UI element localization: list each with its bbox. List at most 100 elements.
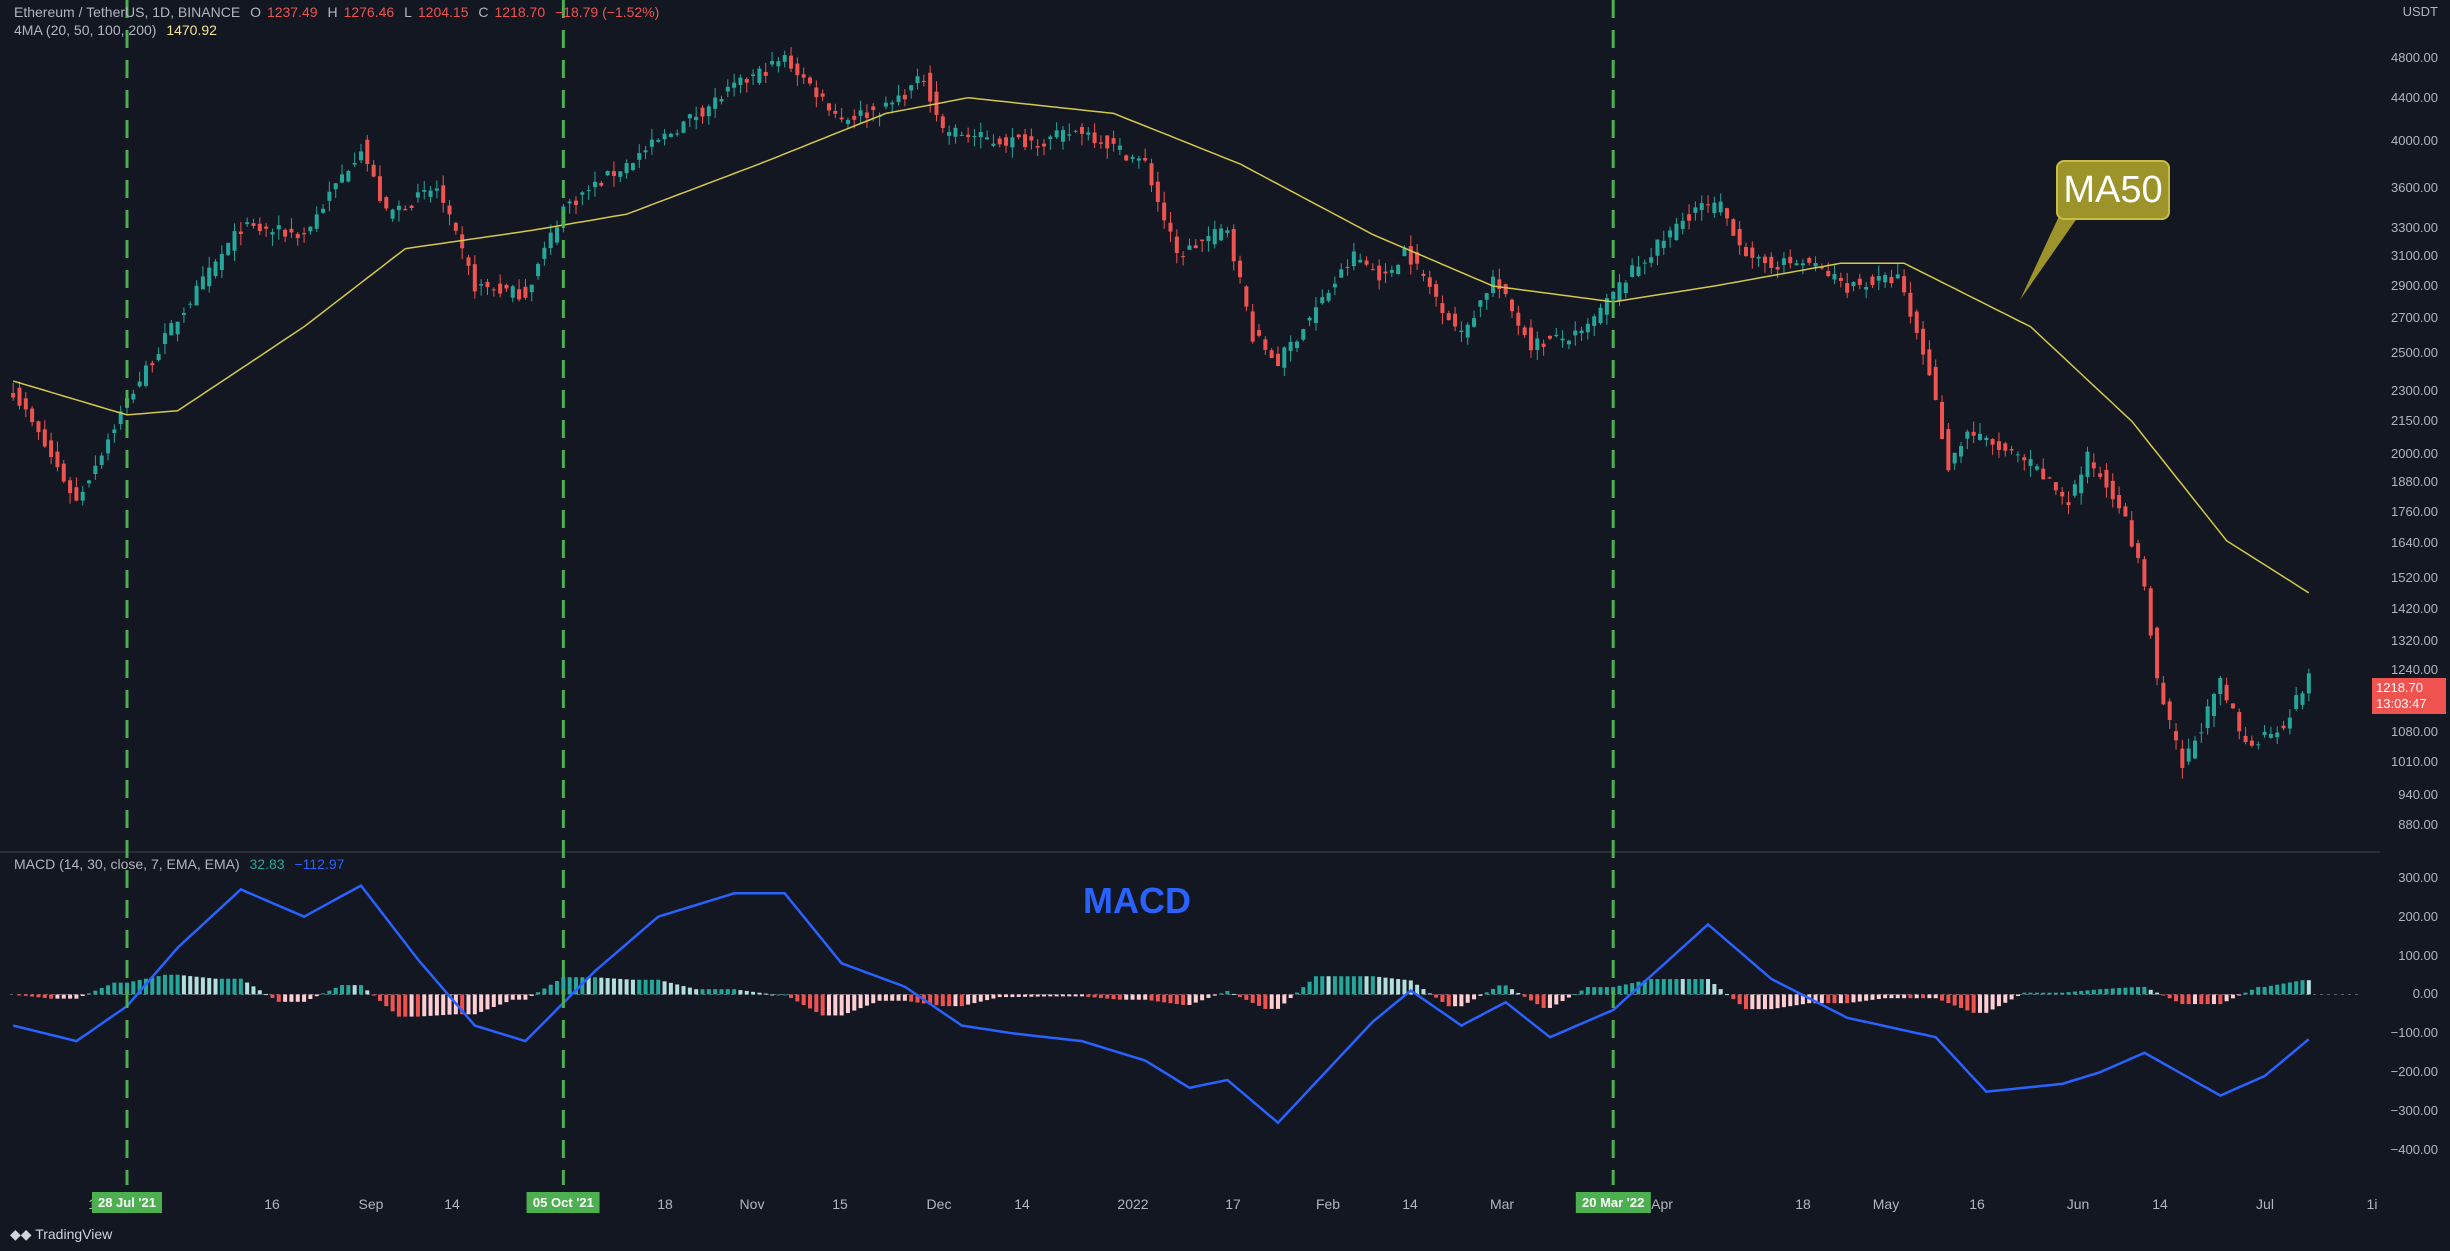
candle-body [1275, 353, 1280, 366]
candle-body [1927, 349, 1932, 376]
macd-histogram-bar [276, 994, 281, 1002]
macd-histogram-bar [68, 994, 73, 999]
tradingview-logo[interactable]: ◆◆ TradingView [10, 1226, 112, 1243]
macd-histogram-bar [143, 978, 148, 995]
macd-histogram-bar [757, 992, 762, 995]
candle-body [1826, 270, 1831, 276]
macd-histogram-bar [1895, 994, 1900, 999]
candle-body [510, 286, 515, 298]
macd-histogram-bar [49, 994, 54, 999]
candle-body [504, 284, 509, 289]
candle-body [422, 190, 427, 192]
macd-histogram-bar [618, 978, 623, 995]
candle-body [1010, 137, 1015, 148]
candle-body [2003, 443, 2008, 451]
macd-histogram-bar [1206, 994, 1211, 998]
candle-body [308, 226, 313, 232]
macd-histogram-bar [586, 977, 591, 995]
candle-body [2110, 480, 2115, 500]
candle-body [30, 408, 35, 423]
macd-histogram-bar [2300, 980, 2305, 995]
candle-body [921, 80, 926, 82]
candle-body [1244, 286, 1249, 307]
ma50-callout: MA50 [2056, 160, 2170, 220]
candle-body [1794, 263, 1799, 266]
macd-legend[interactable]: MACD (14, 30, close, 7, EMA, EMA) 32.83 … [14, 856, 350, 872]
open-value: 1237.49 [266, 4, 318, 20]
time-highlight-badge: 20 Mar '22 [1575, 1192, 1651, 1213]
macd-histogram-bar [2186, 994, 2191, 1005]
price-tick-label: 2300.00 [2391, 382, 2438, 398]
candle-body [1775, 266, 1780, 270]
candle-body [2224, 684, 2229, 701]
candle-body [2060, 492, 2065, 497]
candle-body [833, 110, 838, 114]
candle-body [403, 208, 408, 211]
candle-body [826, 103, 831, 111]
macd-value-1: 32.83 [249, 856, 285, 872]
macd-histogram-bar [302, 994, 307, 1002]
candle-body [1187, 245, 1192, 250]
candle-body [966, 134, 971, 137]
candle-body [1807, 258, 1812, 263]
candle-body [1231, 229, 1236, 262]
candle-body [1472, 318, 1477, 327]
macd-histogram-bar [896, 994, 901, 1001]
macd-histogram-bar [1459, 994, 1464, 1007]
candle-body [257, 223, 262, 232]
time-tick-label: 18 [657, 1196, 673, 1212]
time-tick-label: Dec [926, 1196, 952, 1212]
time-tick-label: 14 [1014, 1196, 1030, 1212]
time-tick-label: Feb [1315, 1196, 1341, 1212]
macd-histogram-bar [1174, 994, 1179, 1005]
macd-histogram-bar [1940, 994, 1945, 1001]
candle-body [1307, 317, 1312, 321]
macd-histogram-bar [1042, 994, 1047, 997]
candle-body [87, 480, 92, 484]
price-tick-label: 4000.00 [2391, 132, 2438, 148]
candle-body [1225, 230, 1230, 233]
candle-body [169, 323, 174, 336]
candle-body [1933, 366, 1938, 401]
macd-histogram-bar [833, 994, 838, 1016]
macd-histogram-bar [561, 977, 566, 995]
macd-histogram-bar [953, 994, 958, 1007]
macd-histogram-bar [371, 994, 376, 996]
candle-body [1680, 220, 1685, 229]
candle-body [49, 440, 54, 457]
candle-body [1800, 263, 1805, 266]
macd-histogram-bar [599, 977, 604, 995]
candle-body [472, 264, 477, 292]
candle-body [1364, 260, 1369, 265]
candle-body [1857, 278, 1862, 285]
macd-histogram-bar [131, 981, 136, 995]
candle-body [1206, 235, 1211, 242]
candle-body [55, 451, 60, 468]
candle-body [390, 209, 395, 219]
candle-body [2243, 735, 2248, 743]
macd-annotation: MACD [1083, 880, 1191, 921]
candle-body [1687, 214, 1692, 221]
time-highlight-badge: 05 Oct '21 [526, 1192, 600, 1213]
candle-body [548, 232, 553, 248]
ma50-callout-pointer [2020, 214, 2080, 300]
macd-histogram-bar [567, 977, 572, 995]
candle-body [2281, 725, 2286, 729]
macd-histogram-bar [162, 974, 167, 995]
macd-histogram-bar [1743, 994, 1748, 1010]
macd-histogram-bar [1326, 976, 1331, 995]
candle-body [858, 110, 863, 116]
candle-body [1339, 269, 1344, 278]
candle-body [219, 253, 224, 271]
ma-legend[interactable]: 4MA (20, 50, 100, 200) 1470.92 [14, 22, 223, 38]
price-tick-label: 2700.00 [2391, 310, 2438, 326]
macd-histogram-bar [1762, 994, 1767, 1010]
macd-histogram-bar [137, 980, 142, 995]
macd-histogram-bar [1219, 993, 1224, 995]
macd-histogram-bar [1838, 994, 1843, 1004]
change-value: −18.79 (−1.52%) [555, 4, 660, 20]
candle-body [23, 398, 28, 410]
candle-body [2174, 731, 2179, 741]
macd-histogram-bar [2009, 994, 2014, 1000]
